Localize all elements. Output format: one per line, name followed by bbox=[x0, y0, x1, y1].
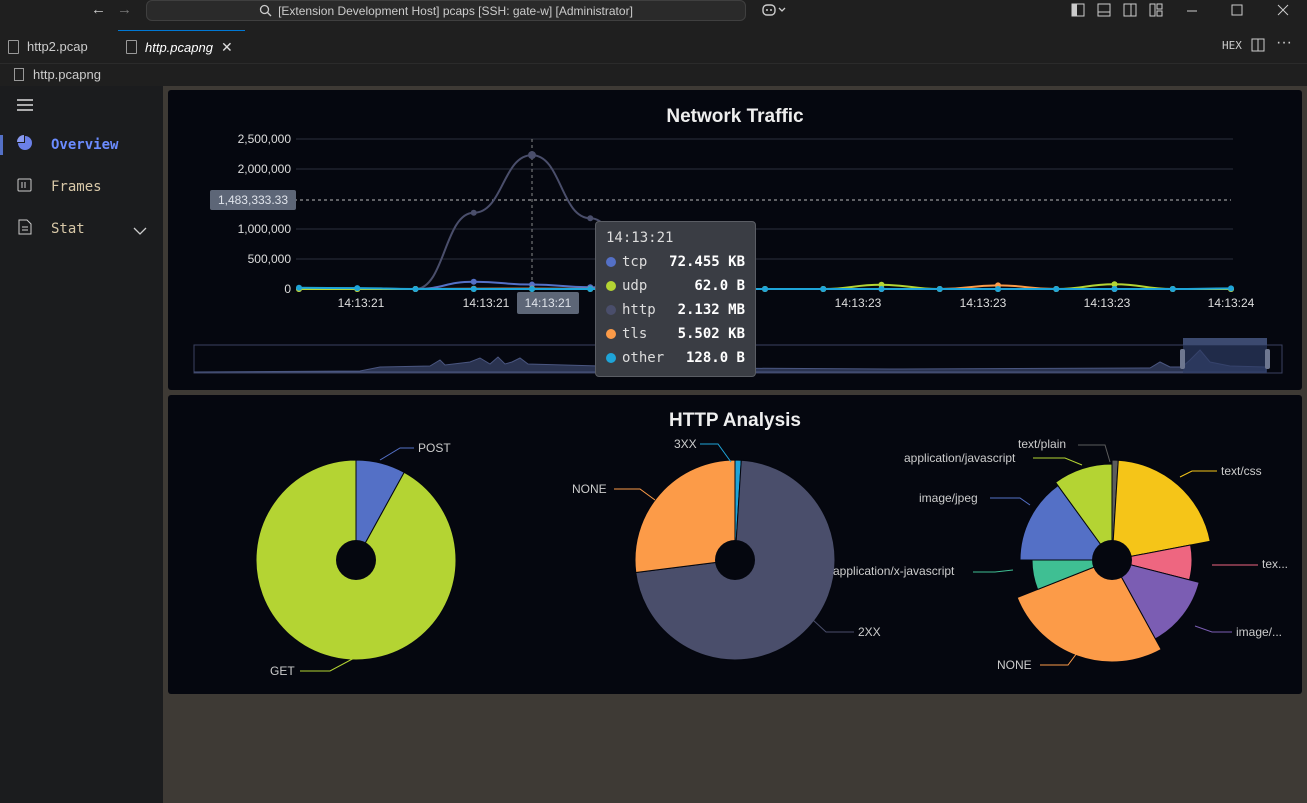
minimize-icon[interactable] bbox=[1183, 2, 1201, 18]
sidebar-item-label: Stat bbox=[51, 221, 85, 237]
breadcrumb-file[interactable]: http.pcapng bbox=[33, 67, 101, 82]
http-analysis-panel: HTTP Analysis bbox=[168, 395, 1302, 694]
more-actions-icon[interactable]: ··· bbox=[1276, 34, 1292, 51]
series-dot-icon bbox=[606, 329, 616, 339]
chart-title: Network Traffic bbox=[666, 106, 804, 127]
tab-http-pcapng[interactable]: http.pcapng ✕ bbox=[118, 30, 245, 63]
breadcrumb: http.pcapng bbox=[0, 64, 1307, 86]
customize-layout-icon[interactable] bbox=[1147, 2, 1165, 18]
copilot-icon[interactable] bbox=[760, 2, 790, 18]
back-arrow-icon[interactable]: ← bbox=[91, 1, 106, 18]
close-window-icon[interactable] bbox=[1274, 2, 1292, 18]
chart-title: HTTP Analysis bbox=[669, 410, 801, 431]
menu-toggle-icon[interactable] bbox=[17, 98, 33, 117]
maximize-icon[interactable] bbox=[1228, 2, 1246, 18]
sidebar-item-label: Frames bbox=[51, 179, 102, 195]
file-icon bbox=[14, 68, 24, 81]
command-center[interactable]: [Extension Development Host] pcaps [SSH:… bbox=[146, 0, 746, 21]
toggle-secondary-sidebar-icon[interactable] bbox=[1121, 2, 1139, 18]
tooltip-time: 14:13:21 bbox=[606, 230, 674, 246]
tooltip-row-tcp: tcp 72.455 KB bbox=[606, 250, 745, 274]
series-dot-icon bbox=[606, 281, 616, 291]
forward-arrow-icon[interactable]: → bbox=[117, 1, 132, 18]
title-bar: ← → [Extension Development Host] pcaps [… bbox=[0, 0, 1307, 23]
active-indicator bbox=[0, 135, 3, 155]
toggle-sidebar-icon[interactable] bbox=[1069, 2, 1087, 18]
document-icon bbox=[17, 219, 33, 240]
hex-button[interactable]: HEX bbox=[1222, 39, 1242, 52]
tab-bar: http2.pcap http.pcapng ✕ HEX ··· bbox=[0, 30, 1307, 64]
file-icon bbox=[8, 39, 19, 54]
tooltip-row-other: other 128.0 B bbox=[606, 346, 745, 370]
sidebar-item-overview[interactable]: Overview bbox=[0, 127, 163, 163]
command-center-text: [Extension Development Host] pcaps [SSH:… bbox=[278, 3, 633, 18]
pie-chart-icon bbox=[17, 134, 33, 156]
close-tab-icon[interactable]: ✕ bbox=[220, 38, 233, 55]
series-dot-icon bbox=[606, 305, 616, 315]
toggle-panel-icon[interactable] bbox=[1095, 2, 1113, 18]
frames-icon bbox=[17, 177, 33, 198]
chart-tooltip: 14:13:21 tcp 72.455 KB udp 62.0 B http 2… bbox=[595, 221, 756, 377]
sidebar-item-stat[interactable]: Stat bbox=[0, 211, 163, 247]
chevron-down-icon bbox=[133, 223, 147, 241]
tab-label: http.pcapng bbox=[145, 39, 213, 55]
file-icon bbox=[126, 40, 137, 54]
main-content: Network Traffic HTTP Analysis bbox=[163, 86, 1307, 803]
sidebar: Overview Frames Stat bbox=[0, 86, 163, 803]
series-dot-icon bbox=[606, 353, 616, 363]
series-dot-icon bbox=[606, 257, 616, 267]
sidebar-item-label: Overview bbox=[51, 137, 119, 153]
tooltip-row-udp: udp 62.0 B bbox=[606, 274, 745, 298]
split-editor-icon[interactable] bbox=[1251, 38, 1265, 57]
tooltip-row-tls: tls 5.502 KB bbox=[606, 322, 745, 346]
tooltip-row-http: http 2.132 MB bbox=[606, 298, 745, 322]
sidebar-item-frames[interactable]: Frames bbox=[0, 169, 163, 205]
search-icon bbox=[259, 4, 272, 17]
tab-label: http2.pcap bbox=[27, 39, 88, 54]
tab-http2-pcap[interactable]: http2.pcap bbox=[0, 30, 118, 63]
